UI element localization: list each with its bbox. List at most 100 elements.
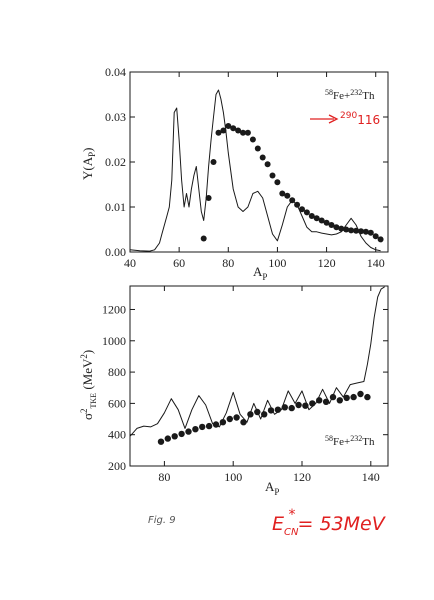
- top-marks: [129, 89, 384, 252]
- bottom-ylabel-close: ): [80, 350, 95, 354]
- top-data-point: [215, 129, 222, 136]
- compound-mass: 290: [340, 111, 357, 121]
- bottom-reaction-a-mass: 58: [325, 434, 333, 443]
- top-data-point: [377, 236, 384, 243]
- bottom-data-point: [288, 404, 295, 412]
- energy-sub: CN: [284, 527, 299, 538]
- top-ylabel-tail: ): [80, 148, 95, 152]
- bottom-data-point: [274, 406, 282, 413]
- bottom-data-point: [185, 428, 192, 435]
- top-x-axis-title: AP: [253, 264, 267, 282]
- top-data-point: [230, 125, 237, 132]
- top-ylabel-sub: P: [87, 152, 97, 157]
- bottom-ylabel-sup: 2: [79, 408, 89, 413]
- top-data-point: [235, 127, 242, 134]
- top-y-tick-label: 0.00: [105, 245, 126, 259]
- bottom-reaction-label: 58Fe+232Th: [325, 434, 375, 448]
- bottom-x-tick-label: 80: [158, 470, 170, 484]
- figure-label: Fig. 9: [148, 515, 176, 526]
- top-data-point: [323, 219, 330, 226]
- bottom-xlabel-main: A: [265, 479, 275, 494]
- bottom-data-point: [281, 404, 288, 411]
- bottom-reaction-b-mass: 232: [350, 434, 362, 443]
- bottom-y-tick-label: 800: [108, 365, 126, 379]
- top-data-point: [328, 222, 335, 228]
- top-data-point: [362, 228, 369, 235]
- top-data-point: [254, 145, 261, 152]
- top-data-point: [318, 217, 325, 224]
- bottom-ticks: 80 100 120 140 200 400 600 800 1000 1200: [102, 286, 388, 484]
- top-data-point: [299, 206, 305, 213]
- top-data-point: [249, 136, 256, 143]
- bottom-data-point: [219, 419, 227, 426]
- top-xlabel-main: A: [253, 264, 263, 279]
- top-ylabel-main: Y(A: [80, 156, 95, 180]
- bottom-data-point: [205, 422, 213, 430]
- top-data-point: [244, 129, 251, 136]
- top-data-point: [372, 233, 379, 240]
- bottom-data-point: [261, 411, 268, 418]
- top-data-point: [240, 129, 246, 136]
- bottom-data-point: [295, 401, 302, 409]
- top-data-point: [205, 195, 212, 201]
- top-x-tick-label: 140: [367, 256, 385, 270]
- bottom-x-tick-label: 120: [293, 470, 311, 484]
- top-data-point: [353, 227, 360, 234]
- top-data-point: [348, 227, 355, 234]
- red-arrow-head: [328, 114, 339, 124]
- top-data-point: [210, 159, 217, 165]
- bottom-data-point: [226, 415, 233, 423]
- bottom-data-point: [233, 414, 240, 421]
- top-data-point: [313, 215, 320, 222]
- energy-symbol: E: [272, 513, 284, 535]
- top-data-point: [259, 154, 266, 161]
- top-reaction-b-el: Th: [362, 90, 375, 102]
- top-xlabel-sub: P: [262, 272, 267, 282]
- bottom-data-point: [199, 423, 206, 431]
- top-data-point: [200, 235, 207, 242]
- top-data-point: [358, 228, 364, 235]
- bottom-data-point: [192, 426, 199, 433]
- bottom-data-point: [164, 435, 171, 442]
- top-x-tick-label: 100: [268, 256, 286, 270]
- bottom-y-tick-label: 1200: [102, 302, 126, 316]
- top-x-tick-label: 60: [173, 256, 185, 270]
- top-x-tick-label: 80: [222, 256, 234, 270]
- bottom-data-point: [357, 390, 364, 398]
- bottom-data-point: [254, 408, 261, 416]
- bottom-data-point: [343, 394, 350, 402]
- bottom-data-point: [267, 407, 275, 414]
- bottom-x-tick-label: 140: [362, 470, 380, 484]
- bottom-data-point: [309, 400, 316, 407]
- bottom-x-axis-title: AP: [265, 479, 279, 497]
- bottom-marks: [129, 286, 385, 445]
- top-reaction-label: 58Fe+232Th: [325, 88, 375, 102]
- compound-z: 116: [357, 113, 380, 127]
- top-y-tick-label: 0.04: [105, 65, 126, 79]
- bottom-data-point: [316, 397, 323, 404]
- bottom-ylabel-unit-sup: 2: [79, 354, 89, 359]
- bottom-y-tick-label: 400: [108, 428, 126, 442]
- bottom-data-point: [240, 419, 247, 426]
- top-data-point: [274, 179, 281, 186]
- bottom-data-point: [178, 430, 185, 438]
- top-data-point: [343, 226, 350, 233]
- bottom-data-point: [247, 411, 254, 418]
- bottom-plot-frame: [129, 285, 389, 467]
- top-y-tick-label: 0.03: [105, 110, 126, 124]
- top-data-point: [333, 224, 340, 231]
- bottom-data-point: [157, 438, 165, 445]
- top-data-point: [289, 197, 296, 204]
- top-y-tick-label: 0.01: [105, 200, 126, 214]
- compound-nucleus-annotation: 290116: [310, 111, 380, 127]
- bottom-ylabel-sub: TKE: [89, 393, 98, 409]
- top-data-point: [225, 123, 232, 129]
- energy-sup: *: [288, 507, 295, 523]
- energy-annotation: ECN * = 53MeV: [272, 507, 387, 538]
- top-reaction-a-mass: 58: [325, 88, 333, 97]
- compound-nucleus-label: 290116: [340, 111, 380, 127]
- bottom-data-point: [364, 393, 371, 401]
- bottom-y-tick-label: 600: [108, 396, 126, 410]
